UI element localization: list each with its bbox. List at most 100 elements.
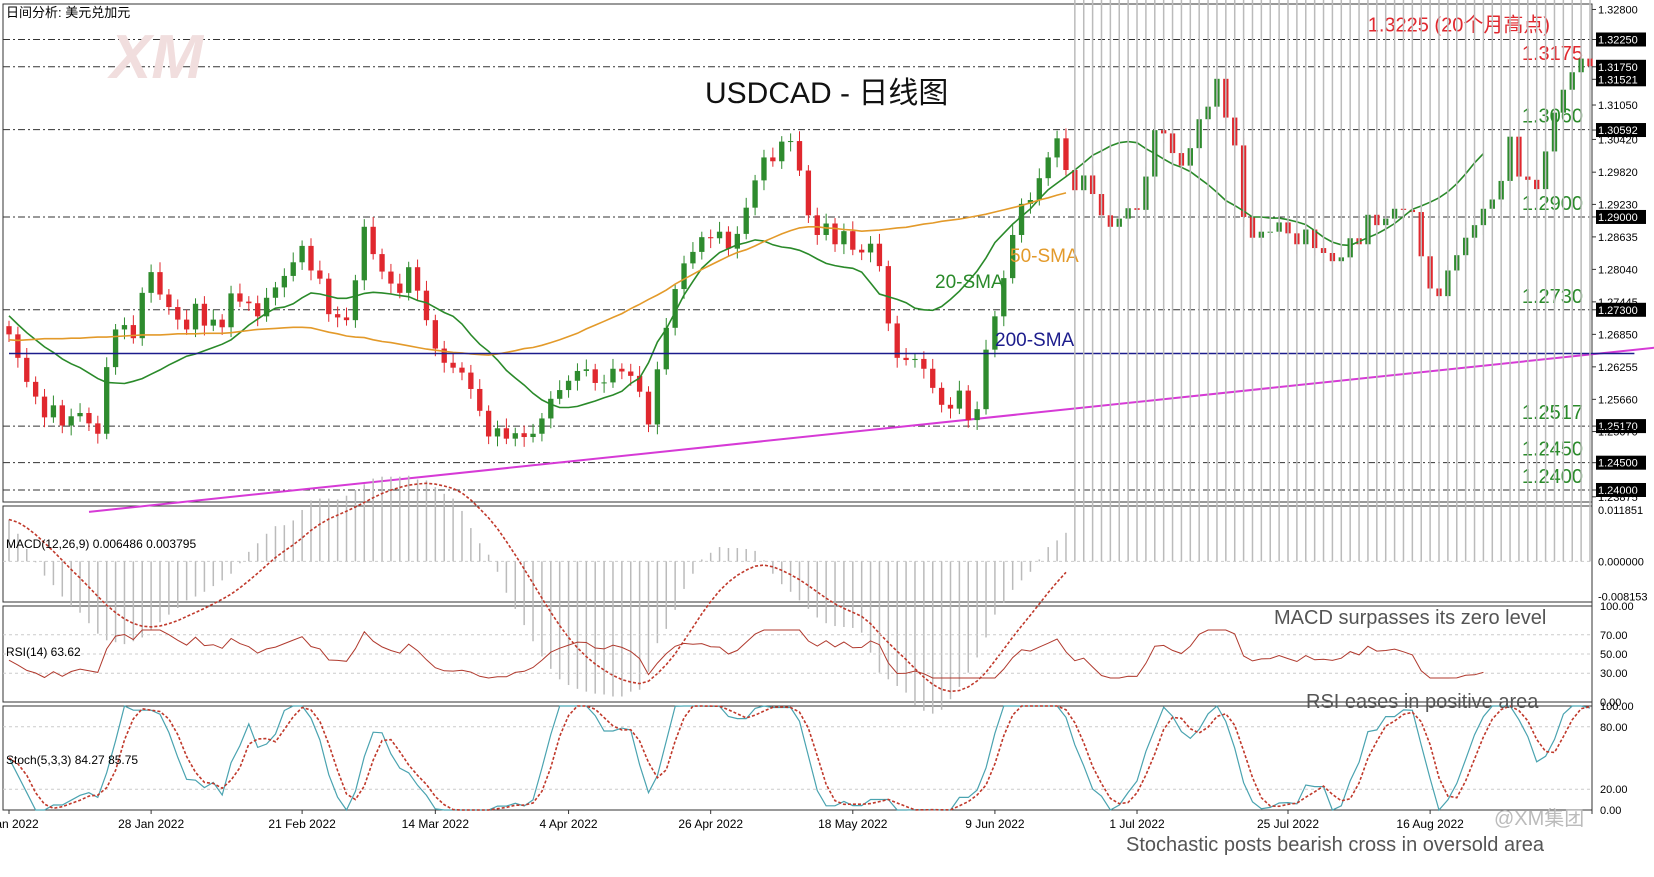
candle-body — [716, 231, 723, 239]
candle-body — [290, 262, 296, 276]
candle-body — [201, 303, 208, 326]
candle-body — [628, 371, 634, 376]
x-axis-label: 28 Jan 2022 — [118, 817, 184, 831]
candle-body — [441, 348, 447, 363]
candle-body — [734, 233, 740, 249]
rsi-line — [8, 629, 1484, 679]
candle-body — [903, 357, 909, 361]
candle-body — [1018, 203, 1025, 235]
stoch-axis-label: 20.00 — [1600, 784, 1628, 796]
rsi-axis-label: 0.00 — [1600, 697, 1621, 709]
candle-body — [805, 170, 812, 216]
candle-body — [139, 292, 145, 339]
watermark-logo: XM — [107, 23, 204, 92]
candle-body — [317, 270, 323, 279]
candle-body — [814, 215, 820, 235]
candle-body — [15, 334, 21, 358]
candle-body — [281, 275, 288, 288]
x-axis-label: 16 Aug 2022 — [1396, 817, 1464, 831]
candle-body — [352, 280, 359, 321]
analysis-label: 日间分析: 美元兑加元 — [6, 5, 130, 20]
candle-body — [112, 329, 119, 368]
candle-body — [157, 272, 163, 295]
candle-body — [974, 409, 980, 421]
candle-body — [779, 141, 785, 162]
candle-body — [796, 141, 803, 171]
candle-body — [1010, 234, 1016, 279]
candle-body — [876, 243, 883, 267]
price-axis-label: 1.26850 — [1598, 329, 1638, 341]
sma50-line — [8, 192, 1067, 356]
candle-body — [601, 382, 607, 384]
candle-body — [432, 320, 439, 349]
candle-body — [361, 226, 367, 281]
price-axis-label: 1.30420 — [1598, 134, 1638, 146]
candle-body — [255, 303, 261, 317]
candle-body — [237, 293, 243, 302]
candle-body — [841, 231, 847, 245]
candle-body — [965, 390, 971, 421]
price-axis-label: 1.30592 — [1598, 125, 1638, 137]
x-axis-label: 26 Apr 2022 — [678, 817, 743, 831]
candle-body — [59, 405, 65, 426]
candle-body — [823, 223, 829, 235]
trendline-layer — [88, 346, 1654, 513]
candle-body — [210, 319, 216, 326]
candle-body — [761, 157, 767, 181]
candle-body — [521, 433, 527, 438]
macd-axis-label: 0.000000 — [1598, 556, 1644, 568]
candle-body — [32, 381, 39, 397]
sma20-label: 20-SMA — [935, 272, 1004, 293]
candle-body — [539, 418, 545, 434]
candle-body — [379, 254, 385, 272]
stoch-k-line — [8, 705, 1591, 812]
candle-body — [299, 245, 305, 263]
candle-body — [583, 369, 589, 371]
candle-body — [121, 325, 128, 330]
moving-averages: 20-SMA 50-SMA 200-SMA — [8, 140, 1635, 409]
candle-body — [77, 412, 83, 417]
candle-body — [752, 180, 758, 208]
candle-body — [50, 405, 57, 418]
price-axis-label: 1.29000 — [1598, 212, 1638, 224]
price-tag-box — [1596, 123, 1646, 138]
candle-body — [1027, 200, 1034, 204]
candle-body — [867, 243, 874, 253]
x-axis-label: 21 Feb 2022 — [268, 817, 336, 831]
candle-body — [645, 391, 652, 425]
candle-body — [610, 368, 616, 383]
candle-body — [468, 372, 474, 389]
price-axis-label: 1.29230 — [1598, 199, 1638, 211]
candle-body — [636, 375, 643, 392]
candle-body — [130, 325, 137, 339]
price-axis-label: 1.25170 — [1598, 421, 1638, 433]
candle-body — [548, 398, 554, 419]
candle-body — [672, 289, 678, 328]
candle-body — [485, 410, 492, 437]
candle-body — [699, 237, 705, 252]
candle-body — [24, 357, 30, 382]
candle-body — [503, 428, 510, 439]
candle-body — [992, 316, 998, 350]
rsi-axis-label: 70.00 — [1600, 630, 1628, 642]
level-label: 1.2400 — [1522, 466, 1583, 488]
candle-body — [930, 368, 936, 388]
level-label: 1.2517 — [1522, 402, 1583, 424]
price-axis-label: 1.28635 — [1598, 232, 1638, 244]
level-label: 1.3175 — [1522, 43, 1583, 65]
candle-body — [41, 396, 48, 418]
macd-axis-label: 0.011851 — [1598, 505, 1643, 517]
candle-body — [423, 290, 430, 321]
price-tag-box — [1596, 209, 1646, 224]
rsi-axis-label: 30.00 — [1600, 668, 1628, 680]
candle-body — [494, 428, 501, 437]
price-tag-box — [1596, 72, 1646, 87]
level-label: 1.2900 — [1522, 193, 1583, 215]
credit-label: @XM集团 — [1494, 807, 1584, 830]
candle-body — [1045, 157, 1051, 179]
stoch-note: Stochastic posts bearish cross in overso… — [1126, 834, 1545, 856]
candle-body — [370, 226, 376, 255]
